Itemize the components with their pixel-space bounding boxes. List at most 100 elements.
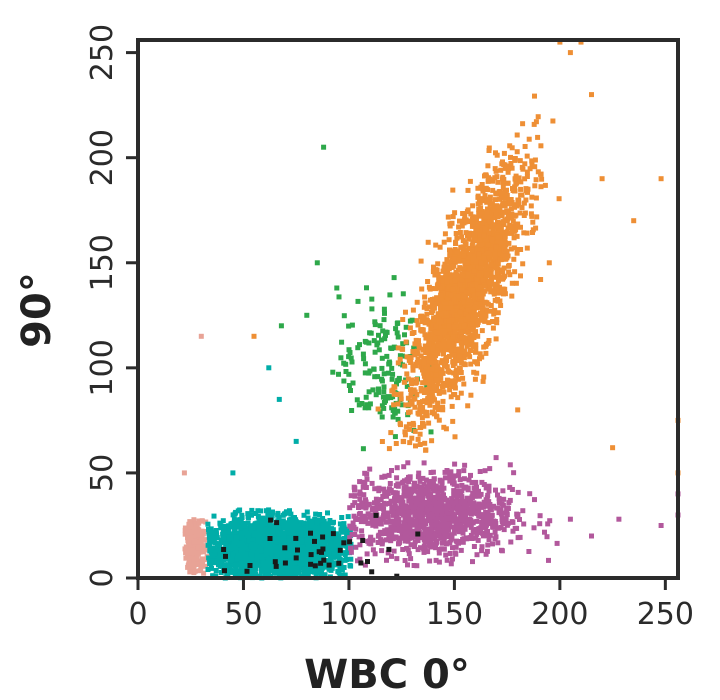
scatter-point (320, 526, 326, 532)
scatter-point (377, 529, 383, 535)
scatter-point (478, 527, 484, 533)
scatter-point (390, 508, 396, 514)
scatter-point (486, 499, 492, 505)
scatter-point (330, 369, 336, 375)
scatter-point (512, 269, 518, 275)
scatter-point (301, 559, 307, 565)
scatter-point (364, 476, 370, 482)
scatter-point (372, 486, 378, 492)
scatter-point (350, 380, 356, 386)
scatter-point (287, 523, 292, 529)
scatter-point (514, 149, 520, 155)
scatter-point (367, 466, 373, 472)
scatter-point (196, 520, 202, 526)
scatter-point (366, 405, 372, 411)
scatter-point (453, 491, 459, 497)
scatter-point (470, 490, 476, 496)
scatter-point (230, 512, 236, 518)
scatter-point (281, 534, 287, 540)
scatter-point (290, 528, 296, 534)
scatter-point (258, 548, 264, 554)
scatter-point (463, 522, 469, 528)
scatter-point (414, 318, 420, 324)
scatter-point (412, 543, 418, 549)
scatter-point (475, 333, 481, 339)
scatter-point (347, 562, 353, 568)
scatter-point (448, 259, 454, 265)
scatter-point (203, 547, 208, 553)
scatter-point (429, 523, 435, 529)
scatter-point (546, 557, 551, 563)
scatter-point (248, 544, 254, 550)
scatter-point (372, 374, 378, 380)
scatter-point (473, 489, 479, 494)
scatter-point (213, 568, 219, 573)
scatter-point (529, 162, 535, 168)
scatter-point (381, 384, 387, 390)
scatter-point (487, 507, 493, 512)
scatter-point (421, 481, 427, 487)
scatter-point (394, 523, 400, 529)
scatter-point (377, 505, 383, 511)
scatter-point (487, 223, 493, 229)
scatter-point (407, 525, 413, 531)
scatter-point (372, 322, 378, 328)
scatter-point (264, 564, 270, 570)
scatter-point (319, 565, 325, 571)
scatter-point (460, 539, 466, 545)
scatter-point (529, 213, 535, 219)
scatter-point (263, 508, 269, 514)
scatter-point (379, 355, 385, 361)
scatter-point (425, 503, 431, 509)
scatter-point (366, 340, 372, 346)
scatter-point (458, 357, 464, 363)
scatter-point (510, 218, 516, 224)
scatter-point (515, 489, 521, 495)
scatter-point (538, 277, 544, 282)
scatter-point (363, 519, 369, 525)
scatter-point (427, 383, 433, 388)
scatter-point (491, 518, 497, 524)
scatter-point (389, 388, 395, 394)
scatter-point (235, 552, 241, 558)
scatter-point (256, 538, 262, 544)
scatter-point (479, 479, 485, 485)
scatter-point (236, 562, 241, 568)
scatter-point (356, 503, 362, 509)
scatter-point (425, 279, 431, 284)
scatter-point (207, 558, 213, 564)
scatter-point (193, 528, 199, 534)
scatter-point (370, 547, 376, 553)
scatter-point (417, 407, 423, 413)
scatter-point (365, 502, 371, 508)
scatter-point (495, 219, 500, 225)
scatter-point (456, 224, 462, 230)
scatter-point (429, 483, 435, 489)
scatter-point (513, 227, 519, 232)
scatter-point (384, 510, 389, 516)
scatter-point (433, 557, 439, 563)
scatter-point (373, 517, 379, 523)
scatter-point (264, 572, 270, 578)
scatter-point (506, 269, 512, 275)
scatter-point (378, 497, 384, 503)
scatter-point (485, 492, 491, 498)
scatter-point (386, 487, 392, 493)
scatter-point (410, 519, 416, 525)
scatter-point (487, 308, 493, 314)
scatter-point (488, 270, 494, 276)
scatter-point (187, 536, 193, 542)
scatter-point (301, 561, 307, 567)
scatter-point (241, 561, 247, 567)
scatter-point (349, 532, 355, 537)
scatter-point (499, 213, 505, 219)
scatter-point (362, 370, 368, 376)
scatter-point (357, 479, 363, 485)
scatter-point (428, 506, 434, 512)
scatter-point (233, 539, 239, 545)
scatter-point (329, 540, 335, 546)
scatter-point (480, 378, 486, 384)
scatter-point (425, 531, 431, 537)
scatter-point (252, 570, 258, 576)
scatter-point (449, 500, 455, 506)
